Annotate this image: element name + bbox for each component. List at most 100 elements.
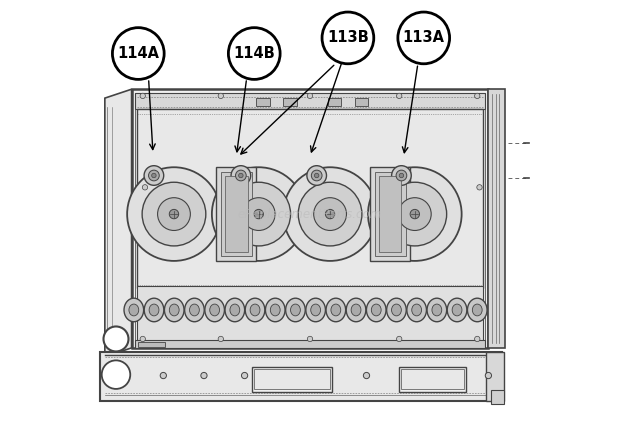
Circle shape	[104, 326, 128, 351]
FancyBboxPatch shape	[137, 286, 483, 344]
FancyBboxPatch shape	[370, 167, 410, 261]
Circle shape	[254, 210, 264, 219]
Text: 114B: 114B	[233, 46, 275, 61]
Ellipse shape	[452, 304, 462, 316]
Ellipse shape	[124, 298, 144, 322]
Ellipse shape	[351, 304, 361, 316]
Circle shape	[140, 93, 146, 99]
Text: 114A: 114A	[117, 46, 159, 61]
Circle shape	[474, 93, 480, 99]
Circle shape	[314, 198, 347, 231]
Ellipse shape	[246, 298, 265, 322]
Ellipse shape	[472, 304, 482, 316]
Ellipse shape	[190, 304, 200, 316]
Polygon shape	[105, 89, 131, 357]
Ellipse shape	[265, 298, 285, 322]
Circle shape	[311, 170, 322, 181]
Circle shape	[308, 93, 312, 99]
FancyBboxPatch shape	[355, 98, 368, 106]
Circle shape	[120, 372, 126, 379]
Circle shape	[314, 173, 319, 178]
FancyBboxPatch shape	[216, 167, 257, 261]
Circle shape	[112, 28, 164, 79]
Ellipse shape	[306, 298, 326, 322]
FancyBboxPatch shape	[283, 98, 296, 106]
Ellipse shape	[144, 298, 164, 322]
Circle shape	[308, 336, 312, 342]
FancyBboxPatch shape	[490, 390, 504, 404]
Ellipse shape	[149, 304, 159, 316]
Circle shape	[397, 93, 402, 99]
Circle shape	[363, 372, 370, 379]
Circle shape	[307, 165, 327, 186]
Ellipse shape	[371, 304, 381, 316]
FancyBboxPatch shape	[225, 176, 247, 252]
Ellipse shape	[164, 298, 184, 322]
FancyBboxPatch shape	[252, 367, 332, 392]
Circle shape	[477, 185, 482, 190]
Circle shape	[218, 336, 223, 342]
Circle shape	[127, 167, 221, 261]
FancyBboxPatch shape	[137, 109, 483, 288]
Circle shape	[485, 372, 492, 379]
Circle shape	[169, 210, 179, 219]
Ellipse shape	[185, 298, 204, 322]
FancyBboxPatch shape	[489, 89, 505, 348]
FancyBboxPatch shape	[399, 367, 466, 392]
Circle shape	[404, 372, 410, 379]
Ellipse shape	[291, 304, 300, 316]
Ellipse shape	[432, 304, 442, 316]
FancyBboxPatch shape	[328, 98, 341, 106]
Circle shape	[241, 372, 248, 379]
FancyBboxPatch shape	[486, 352, 504, 401]
Circle shape	[298, 182, 362, 246]
Ellipse shape	[326, 298, 346, 322]
Ellipse shape	[331, 304, 341, 316]
Ellipse shape	[311, 304, 321, 316]
Circle shape	[392, 165, 411, 186]
Ellipse shape	[210, 304, 219, 316]
Ellipse shape	[412, 304, 422, 316]
FancyBboxPatch shape	[135, 93, 485, 344]
Ellipse shape	[225, 298, 245, 322]
Circle shape	[445, 372, 451, 379]
Circle shape	[157, 198, 190, 231]
Ellipse shape	[286, 298, 305, 322]
Text: 113A: 113A	[403, 30, 445, 45]
Circle shape	[368, 167, 462, 261]
Ellipse shape	[169, 304, 179, 316]
Text: eReplacementParts.com: eReplacementParts.com	[238, 207, 382, 221]
Circle shape	[218, 93, 223, 99]
Circle shape	[410, 210, 420, 219]
Ellipse shape	[205, 298, 224, 322]
Circle shape	[383, 182, 446, 246]
Circle shape	[142, 182, 206, 246]
FancyBboxPatch shape	[135, 93, 485, 109]
Ellipse shape	[230, 304, 240, 316]
Ellipse shape	[346, 298, 366, 322]
Circle shape	[398, 12, 450, 64]
Circle shape	[160, 372, 166, 379]
Circle shape	[152, 173, 156, 178]
Ellipse shape	[366, 298, 386, 322]
Circle shape	[399, 198, 431, 231]
FancyBboxPatch shape	[401, 369, 464, 389]
FancyBboxPatch shape	[138, 342, 165, 347]
Ellipse shape	[392, 304, 401, 316]
Circle shape	[239, 173, 243, 178]
FancyBboxPatch shape	[379, 176, 401, 252]
Circle shape	[399, 173, 404, 178]
Circle shape	[242, 198, 275, 231]
Ellipse shape	[129, 304, 139, 316]
Circle shape	[231, 165, 250, 186]
FancyBboxPatch shape	[100, 352, 502, 401]
Circle shape	[201, 372, 207, 379]
Circle shape	[144, 165, 164, 186]
Circle shape	[396, 170, 407, 181]
FancyBboxPatch shape	[131, 89, 489, 348]
Circle shape	[282, 372, 288, 379]
Text: 113B: 113B	[327, 30, 369, 45]
FancyBboxPatch shape	[135, 340, 485, 348]
Circle shape	[149, 170, 159, 181]
Circle shape	[143, 185, 148, 190]
